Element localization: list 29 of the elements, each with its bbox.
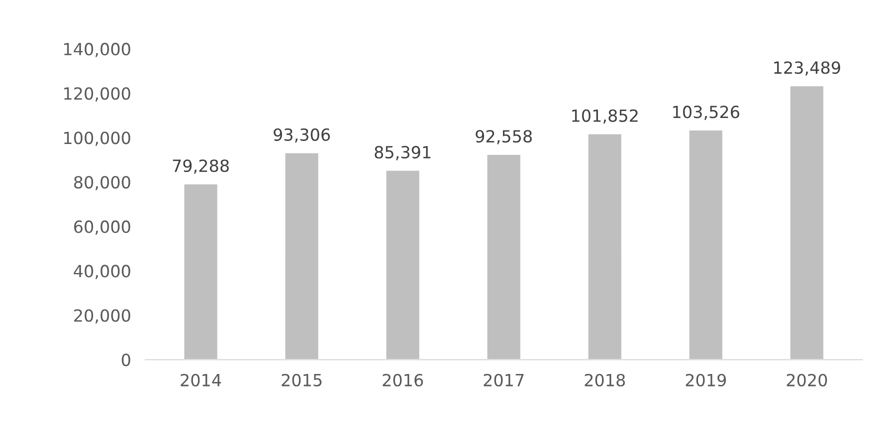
bar	[284, 152, 320, 360]
data-label: 101,852	[572, 109, 638, 124]
y-tick-label: 60,000	[74, 220, 130, 235]
bar	[182, 182, 219, 360]
data-label: 103,526	[673, 106, 740, 120]
x-tick-label: 2017	[484, 374, 524, 386]
data-label: 123,489	[774, 61, 840, 76]
y-tick-label: 100,000	[64, 132, 130, 146]
bar	[586, 132, 623, 360]
x-tick-label: 2018	[584, 374, 625, 386]
data-label: 92,558	[476, 130, 532, 144]
y-tick-label: 40,000	[74, 264, 130, 280]
y-tick-label: 140,000	[64, 42, 130, 58]
bar	[788, 84, 825, 360]
x-tick-label: 2019	[686, 374, 726, 386]
data-label: 79,288	[172, 159, 229, 174]
data-label: 85,391	[374, 146, 430, 160]
bar	[384, 169, 421, 360]
x-tick-label: 2015	[282, 374, 322, 386]
x-tick-label: 2014	[180, 374, 222, 386]
data-label: 93,306	[274, 128, 330, 143]
y-tick-label: 120,000	[64, 87, 130, 102]
y-tick-label: 20,000	[74, 309, 130, 324]
y-tick-label: 80,000	[74, 176, 130, 190]
y-tick-label: 0	[122, 354, 130, 366]
x-tick-label: 2020	[786, 374, 827, 386]
bar	[688, 129, 724, 360]
bar	[486, 153, 522, 360]
x-tick-label: 2016	[382, 374, 423, 386]
